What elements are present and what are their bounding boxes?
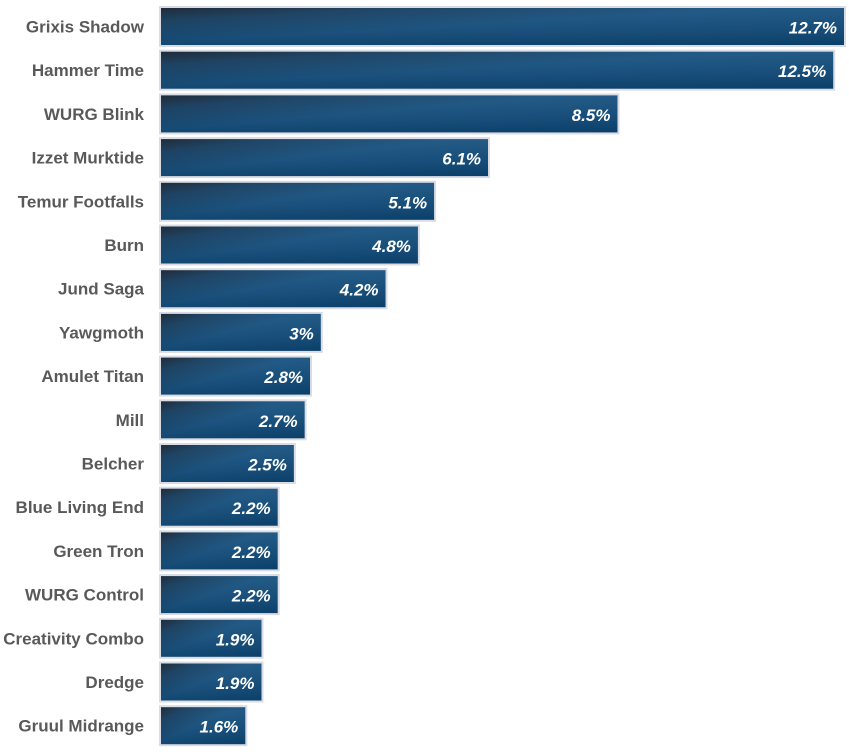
bar-shade-amulet-titan xyxy=(161,357,311,395)
value-label-mill: 2.7% xyxy=(258,412,298,431)
bar-shade-hammer-time xyxy=(161,51,834,89)
value-label-izzet-murktide: 6.1% xyxy=(442,150,481,169)
bar-shade-burn xyxy=(161,226,418,264)
bar-shade-belcher xyxy=(161,445,294,482)
category-label-izzet-murktide: Izzet Murktide xyxy=(32,149,144,168)
category-label-wurg-blink: WURG Blink xyxy=(44,105,145,124)
value-label-green-tron: 2.2% xyxy=(231,543,271,562)
bar-shade-izzet-murktide xyxy=(161,139,489,177)
category-label-green-tron: Green Tron xyxy=(53,542,144,561)
category-label-grixis-shadow: Grixis Shadow xyxy=(26,18,145,37)
bar-shade-yawgmoth xyxy=(161,313,321,351)
bar-shade-temur-footfalls xyxy=(161,182,435,220)
bar-shade-wurg-control xyxy=(161,576,278,614)
value-label-wurg-blink: 8.5% xyxy=(572,106,611,125)
value-label-gruul-midrange: 1.6% xyxy=(200,718,239,737)
value-label-blue-living-end: 2.2% xyxy=(231,499,271,518)
value-label-belcher: 2.5% xyxy=(247,456,287,475)
bar-shade-jund-saga xyxy=(161,270,386,308)
category-labels-layer: Grixis Shadow Hammer Time WURG Blink Izzet … xyxy=(3,18,145,736)
category-label-blue-living-end: Blue Living End xyxy=(16,498,144,517)
category-label-yawgmoth: Yawgmoth xyxy=(59,323,144,342)
category-label-hammer-time: Hammer Time xyxy=(32,61,144,80)
value-label-grixis-shadow: 12.7% xyxy=(789,19,837,38)
value-label-creativity-combo: 1.9% xyxy=(216,630,255,649)
category-label-amulet-titan: Amulet Titan xyxy=(41,367,144,386)
category-label-gruul-midrange: Gruul Midrange xyxy=(18,717,144,736)
bar-shade-dredge xyxy=(161,663,262,701)
value-label-hammer-time: 12.5% xyxy=(778,62,826,81)
bars-layer xyxy=(159,6,846,747)
bar-shade-wurg-blink xyxy=(161,95,618,133)
value-label-yawgmoth: 3% xyxy=(289,324,314,343)
value-label-jund-saga: 4.2% xyxy=(339,281,379,300)
category-label-wurg-control: WURG Control xyxy=(25,586,144,605)
value-label-wurg-control: 2.2% xyxy=(231,587,271,606)
category-label-belcher: Belcher xyxy=(82,455,145,474)
value-labels-layer: 12.7% 12.5% 8.5% 6.1% 5.1% 4.8% 4.2% 3% 2.8% 2.7%… xyxy=(200,19,837,737)
bar-shade-gruul-midrange xyxy=(161,707,246,745)
bar-shade-creativity-combo xyxy=(161,619,262,657)
bar-shade-green-tron xyxy=(161,532,278,570)
value-label-temur-footfalls: 5.1% xyxy=(388,193,427,212)
bar-shade-mill xyxy=(161,401,305,439)
value-label-dredge: 1.9% xyxy=(216,674,255,693)
category-label-temur-footfalls: Temur Footfalls xyxy=(18,192,144,211)
category-label-dredge: Dredge xyxy=(85,673,144,692)
category-label-creativity-combo: Creativity Combo xyxy=(3,629,144,648)
category-label-mill: Mill xyxy=(116,411,144,430)
bar-shade-blue-living-end xyxy=(161,488,278,526)
category-label-jund-saga: Jund Saga xyxy=(58,280,145,299)
value-label-burn: 4.8% xyxy=(371,237,411,256)
value-label-amulet-titan: 2.8% xyxy=(263,368,303,387)
bar-shade-grixis-shadow xyxy=(161,8,844,45)
category-label-burn: Burn xyxy=(104,236,144,255)
